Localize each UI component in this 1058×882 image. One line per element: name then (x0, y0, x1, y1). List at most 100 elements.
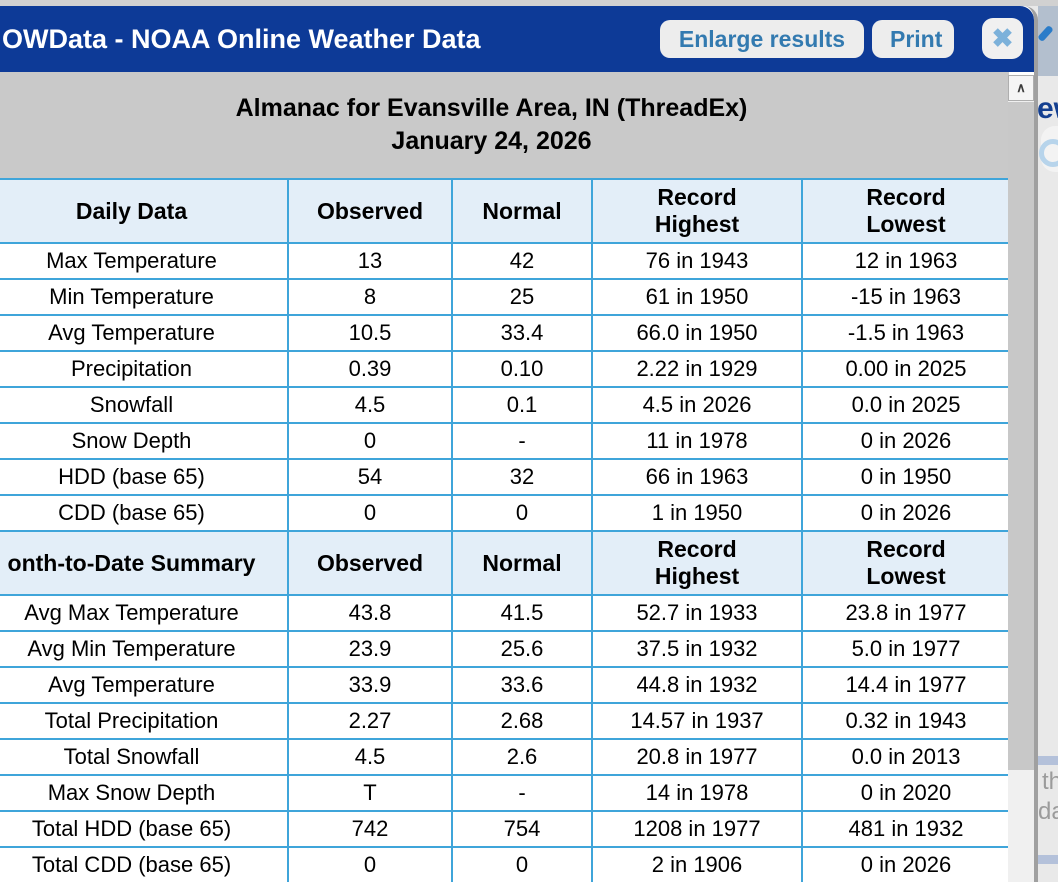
cell-value: 52.7 in 1933 (591, 594, 803, 632)
cell-value: 43.8 (287, 594, 453, 632)
table-row: Avg Max Temperature 43.8 41.5 52.7 in 1933 2… (0, 594, 1011, 632)
cell-value: 0 in 2026 (801, 494, 1011, 532)
cell-value: 481 in 1932 (801, 810, 1011, 848)
dialog-titlebar: OWData - NOAA Online Weather Data Enlarg… (0, 6, 1034, 72)
cell-value: 66.0 in 1950 (591, 314, 803, 352)
cell-value: 33.4 (451, 314, 593, 352)
table-row: Precipitation 0.39 0.10 2.22 in 1929 0.00 in… (0, 350, 1011, 388)
dialog-title: OWData - NOAA Online Weather Data (2, 24, 481, 54)
row-label: Total HDD (base 65) (0, 810, 289, 848)
cell-value: 4.5 (287, 738, 453, 776)
cell-value: 14 in 1978 (591, 774, 803, 812)
cell-value: 0 in 2020 (801, 774, 1011, 812)
row-label: Avg Max Temperature (0, 594, 289, 632)
cell-value: - (451, 774, 593, 812)
table-row: Total CDD (base 65) 0 0 2 in 1906 0 in 2026 (0, 846, 1011, 882)
column-header: Observed (287, 530, 453, 596)
table-row: Total HDD (base 65) 742 754 1208 in 1977 481… (0, 810, 1011, 848)
cell-value: 0 in 2026 (801, 422, 1011, 460)
column-header: Record Lowest (801, 530, 1011, 596)
enlarge-results-button[interactable]: Enlarge results (660, 20, 864, 58)
page-background-right (1038, 6, 1058, 76)
cell-value: 5.0 in 1977 (801, 630, 1011, 668)
cell-value: 37.5 in 1932 (591, 630, 803, 668)
table-row: Min Temperature 8 25 61 in 1950 -15 in 1963 (0, 278, 1011, 316)
table-row: Avg Min Temperature 23.9 25.6 37.5 in 1932 5… (0, 630, 1011, 668)
cell-value: 0 (451, 846, 593, 882)
cell-value: 2.27 (287, 702, 453, 740)
cell-value: 0.1 (451, 386, 593, 424)
row-label: Total Snowfall (0, 738, 289, 776)
cell-value: 2.68 (451, 702, 593, 740)
header-row: Daily Data Observed Normal Record Highest Re… (0, 178, 1011, 244)
cell-value: 0 in 2026 (801, 846, 1011, 882)
cell-value: 0 (451, 494, 593, 532)
cell-value: 14.57 in 1937 (591, 702, 803, 740)
month-to-date-section: onth-to-Date Summary Observed Normal Record… (0, 530, 1011, 882)
nowdata-dialog: OWData - NOAA Online Weather Data Enlarg… (0, 6, 1038, 882)
cell-value: 742 (287, 810, 453, 848)
header-row: onth-to-Date Summary Observed Normal Record… (0, 530, 1011, 596)
cell-value: 0 (287, 846, 453, 882)
table-row: Avg Temperature 10.5 33.4 66.0 in 1950 -1.5 … (0, 314, 1011, 352)
daily-data-section: Daily Data Observed Normal Record Highest Re… (0, 178, 1011, 532)
column-header: Normal (451, 530, 593, 596)
row-label: Total CDD (base 65) (0, 846, 289, 882)
cell-value: 0.0 in 2025 (801, 386, 1011, 424)
cell-value: 54 (287, 458, 453, 496)
cell-value: 0 (287, 422, 453, 460)
almanac-title-block: Almanac for Evansville Area, IN (ThreadE… (0, 72, 1009, 178)
table-row: Snowfall 4.5 0.1 4.5 in 2026 0.0 in 2025 (0, 386, 1011, 424)
scroll-up-button[interactable]: ∧ (1008, 75, 1034, 101)
cell-value: 32 (451, 458, 593, 496)
cell-value: T (287, 774, 453, 812)
cell-value: 13 (287, 242, 453, 280)
cell-value: 0.0 in 2013 (801, 738, 1011, 776)
close-icon: ✖ (991, 23, 1014, 53)
column-header: Daily Data (0, 178, 289, 244)
cell-value: 33.6 (451, 666, 593, 704)
cell-value: 25.6 (451, 630, 593, 668)
cell-value: 11 in 1978 (591, 422, 803, 460)
cell-value: 1208 in 1977 (591, 810, 803, 848)
cell-value: 76 in 1943 (591, 242, 803, 280)
row-label: HDD (base 65) (0, 458, 289, 496)
background-text-fragment: th (1042, 768, 1058, 795)
row-label: Avg Temperature (0, 666, 289, 704)
table-row: Total Snowfall 4.5 2.6 20.8 in 1977 0.0 in 2… (0, 738, 1011, 776)
row-label: Avg Temperature (0, 314, 289, 352)
cell-value: 0.32 in 1943 (801, 702, 1011, 740)
column-header: onth-to-Date Summary (0, 530, 289, 596)
cell-value: 2.6 (451, 738, 593, 776)
cell-value: 42 (451, 242, 593, 280)
cell-value: 1 in 1950 (591, 494, 803, 532)
cell-value: 2.22 in 1929 (591, 350, 803, 388)
cell-value: 14.4 in 1977 (801, 666, 1011, 704)
cell-value: 12 in 1963 (801, 242, 1011, 280)
row-label: Snow Depth (0, 422, 289, 460)
cell-value: - (451, 422, 593, 460)
cell-value: 4.5 (287, 386, 453, 424)
cell-value: 61 in 1950 (591, 278, 803, 316)
cell-value: 23.8 in 1977 (801, 594, 1011, 632)
cell-value: 23.9 (287, 630, 453, 668)
row-label: Total Precipitation (0, 702, 289, 740)
cell-value: 0.10 (451, 350, 593, 388)
row-label: CDD (base 65) (0, 494, 289, 532)
almanac-date: January 24, 2026 (391, 127, 592, 155)
background-text-fragment: da (1038, 798, 1058, 825)
row-label: Max Snow Depth (0, 774, 289, 812)
background-divider (1038, 756, 1058, 765)
background-divider (1038, 855, 1058, 864)
column-header: Record Highest (591, 530, 803, 596)
row-label: Min Temperature (0, 278, 289, 316)
table-row: CDD (base 65) 0 0 1 in 1950 0 in 2026 (0, 494, 1011, 532)
print-button[interactable]: Print (872, 20, 954, 58)
cell-value: -1.5 in 1963 (801, 314, 1011, 352)
table-row: Snow Depth 0-11 in 1978 0 in 2026 (0, 422, 1011, 460)
close-button[interactable]: ✖ (982, 18, 1023, 59)
cell-value: 4.5 in 2026 (591, 386, 803, 424)
table-row: Max Snow Depth T -14 in 1978 0 in 2020 (0, 774, 1011, 812)
scrollbar-thumb[interactable] (1008, 102, 1034, 770)
